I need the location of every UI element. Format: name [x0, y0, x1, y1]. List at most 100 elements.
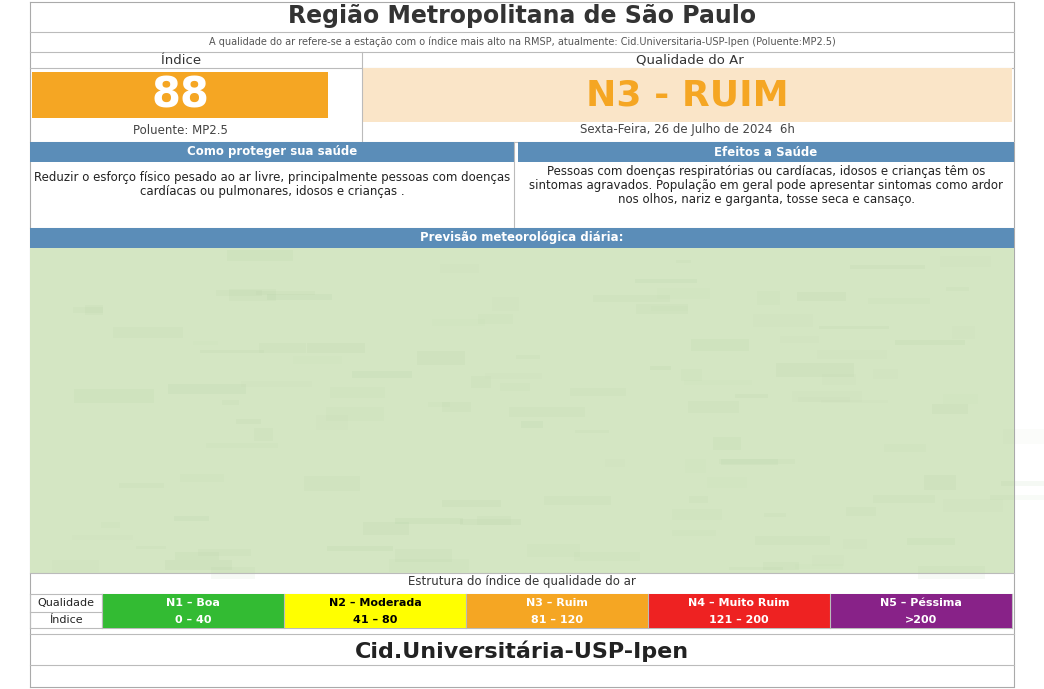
Bar — [924, 475, 956, 490]
Bar — [442, 402, 472, 412]
Bar — [259, 343, 306, 353]
Bar — [735, 394, 768, 398]
Text: nos olhos, nariz e garganta, tosse seca e cansaço.: nos olhos, nariz e garganta, tosse seca … — [617, 194, 915, 207]
Bar — [672, 509, 721, 520]
Bar — [284, 612, 466, 628]
Bar — [593, 295, 670, 302]
Bar — [389, 559, 469, 572]
Text: N4 – Muito Ruim: N4 – Muito Ruim — [688, 598, 789, 608]
Bar — [32, 72, 328, 118]
Text: Índice: Índice — [49, 615, 82, 625]
Bar — [681, 369, 703, 382]
Bar — [518, 142, 1014, 162]
Bar — [73, 307, 103, 313]
Bar — [755, 536, 830, 545]
Bar — [316, 415, 348, 430]
Text: Estrutura do índice de qualidade do ar: Estrutura do índice de qualidade do ar — [408, 575, 636, 588]
Bar — [635, 279, 696, 283]
Bar — [688, 401, 739, 413]
Bar — [102, 612, 284, 628]
Bar — [418, 351, 466, 365]
Bar — [508, 407, 585, 418]
Text: Região Metropolitana de São Paulo: Região Metropolitana de São Paulo — [288, 4, 756, 28]
Text: N3 - RUIM: N3 - RUIM — [586, 78, 788, 112]
Bar — [74, 389, 153, 403]
Bar — [946, 287, 969, 291]
Bar — [85, 305, 103, 315]
Bar — [229, 289, 277, 300]
Bar — [757, 291, 780, 305]
Text: Poluente: MP2.5: Poluente: MP2.5 — [133, 123, 228, 136]
Bar — [844, 539, 868, 549]
Bar — [575, 430, 610, 433]
Bar — [113, 327, 183, 338]
Bar — [868, 298, 930, 304]
Text: Como proteger sua saúde: Como proteger sua saúde — [187, 145, 357, 158]
Bar — [516, 356, 541, 360]
Bar — [395, 517, 462, 524]
Bar — [873, 369, 898, 379]
Text: 0 – 40: 0 – 40 — [174, 615, 211, 625]
Bar — [198, 548, 251, 556]
Bar — [207, 443, 279, 448]
Text: Sexta-Feira, 26 de Julho de 2024  6h: Sexta-Feira, 26 de Julho de 2024 6h — [579, 123, 794, 136]
Bar — [500, 384, 530, 391]
Bar — [30, 248, 1014, 573]
Text: Reduzir o esforço físico pesado ao ar livre, principalmente pessoas com doenças: Reduzir o esforço físico pesado ao ar li… — [33, 172, 511, 185]
Bar — [685, 460, 706, 473]
Text: 121 – 200: 121 – 200 — [709, 615, 768, 625]
Text: N1 – Boa: N1 – Boa — [166, 598, 220, 608]
Bar — [919, 566, 986, 579]
Bar — [943, 393, 977, 404]
Bar — [718, 459, 794, 464]
Text: Efeitos a Saúde: Efeitos a Saúde — [714, 145, 817, 158]
Bar — [943, 499, 1003, 512]
Bar — [256, 291, 315, 296]
Bar — [180, 474, 223, 482]
Text: Qualidade: Qualidade — [38, 598, 95, 608]
Bar — [136, 546, 166, 549]
Text: cardíacas ou pulmonares, idosos e crianças .: cardíacas ou pulmonares, idosos e crianç… — [140, 185, 404, 198]
Bar — [812, 555, 844, 566]
Bar — [307, 343, 365, 353]
Bar — [657, 287, 710, 299]
Text: Pessoas com doenças respiratórias ou cardíacas, idosos e crianças têm os: Pessoas com doenças respiratórias ou car… — [547, 165, 986, 178]
Bar — [990, 495, 1044, 500]
Bar — [362, 68, 1012, 122]
Bar — [729, 566, 783, 570]
Bar — [830, 594, 1012, 612]
Bar — [471, 376, 492, 388]
Text: Cid.Universitária-USP-Ipen: Cid.Universitária-USP-Ipen — [355, 640, 689, 661]
Text: sintomas agravados. População em geral pode apresentar sintomas como ardor: sintomas agravados. População em geral p… — [529, 180, 1003, 192]
Text: 88: 88 — [151, 74, 209, 116]
Bar — [822, 400, 887, 403]
Bar — [241, 381, 311, 387]
Bar — [817, 350, 886, 359]
Bar — [952, 327, 975, 339]
Text: 81 – 120: 81 – 120 — [531, 615, 583, 625]
Text: N3 – Ruim: N3 – Ruim — [526, 598, 588, 608]
Bar — [604, 459, 625, 467]
Bar — [780, 336, 818, 342]
Bar — [236, 419, 261, 424]
Bar — [216, 290, 262, 296]
Text: N5 – Péssima: N5 – Péssima — [880, 598, 962, 608]
Bar — [931, 404, 968, 413]
Bar — [846, 507, 876, 516]
Bar — [753, 313, 813, 327]
Bar — [460, 519, 521, 526]
Text: 41 – 80: 41 – 80 — [353, 615, 397, 625]
Bar — [691, 340, 750, 351]
Bar — [292, 356, 341, 364]
Bar — [797, 291, 847, 301]
Bar — [193, 340, 218, 345]
Bar — [794, 564, 843, 568]
Bar — [671, 530, 716, 536]
Bar — [428, 402, 450, 407]
Bar — [650, 306, 688, 311]
Bar — [72, 535, 133, 540]
Bar — [168, 384, 246, 394]
Bar — [1003, 429, 1044, 444]
Bar — [776, 363, 854, 377]
Bar — [906, 538, 955, 545]
